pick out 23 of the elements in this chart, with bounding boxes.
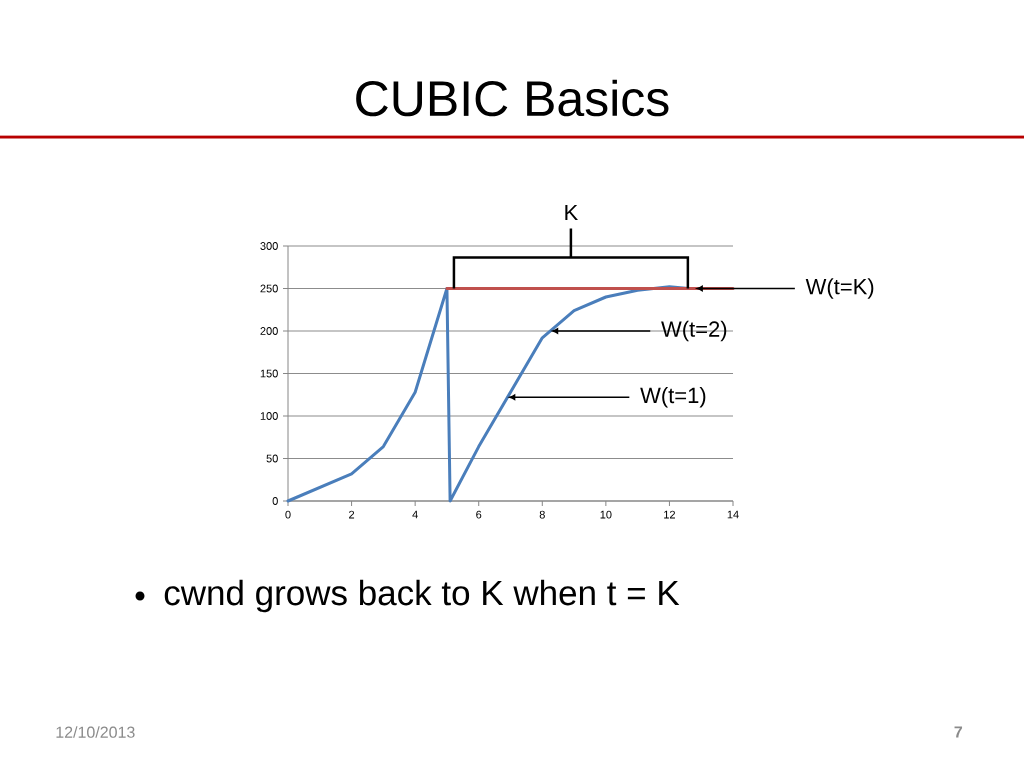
y-tick-label: 100 <box>260 412 278 420</box>
y-tick-label: 50 <box>266 454 278 463</box>
text: K <box>565 204 578 221</box>
y-tick-label: 250 <box>260 284 278 293</box>
x-tick-label: 0 <box>285 510 291 519</box>
x-tick-label: 8 <box>539 510 545 519</box>
x-tick-label: 12 <box>664 510 675 519</box>
y-tick-label: 200 <box>260 327 278 335</box>
y-tick-label: 0 <box>272 497 278 505</box>
x-tick-label: 14 <box>727 510 739 519</box>
text: 12/10/2013 <box>56 726 135 738</box>
annotation: W(t=1) <box>640 387 706 408</box>
x-tick-label: 4 <box>412 510 418 519</box>
text: 7 <box>954 726 963 738</box>
annotation: W(t=2) <box>661 320 727 342</box>
y-tick-label: 300 <box>260 242 278 250</box>
chart-title: CUBIC Basics <box>356 79 669 117</box>
x-tick-label: 10 <box>600 510 612 519</box>
x-tick-label: 2 <box>349 510 355 519</box>
text: cwnd grows back to K when t = K <box>164 579 680 613</box>
annotation: W(t=K) <box>805 278 874 299</box>
y-tick-label: 150 <box>260 369 278 378</box>
x-tick-label: 6 <box>476 510 482 519</box>
